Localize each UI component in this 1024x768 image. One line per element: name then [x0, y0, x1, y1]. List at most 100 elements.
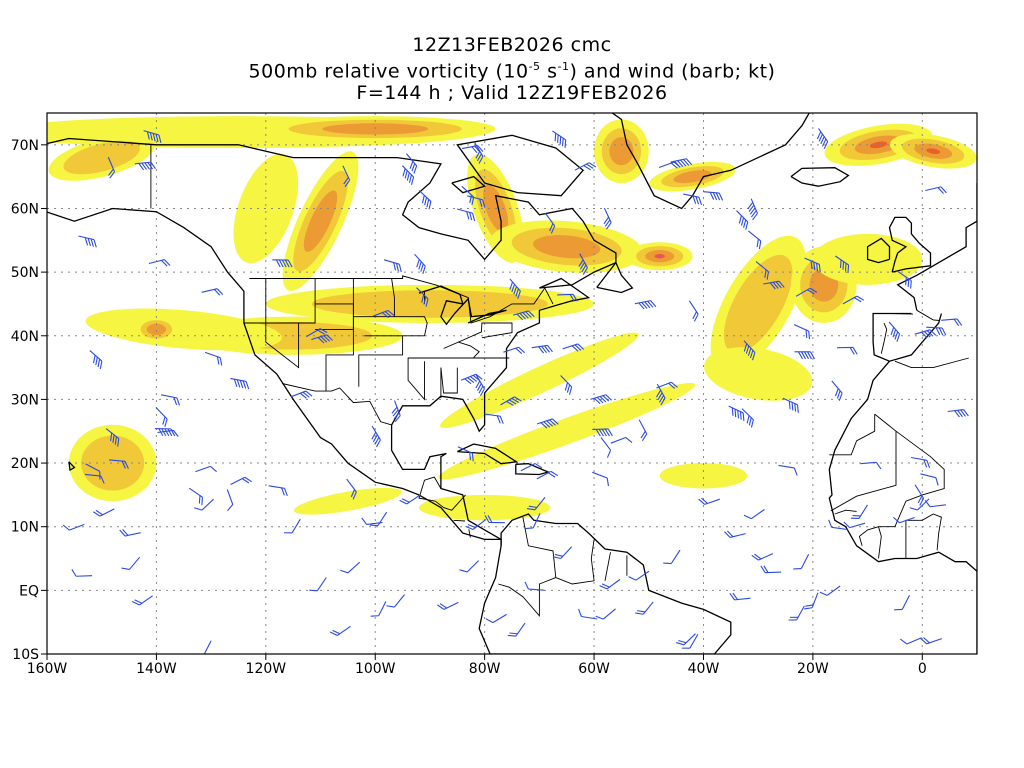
barb-feather — [152, 133, 156, 142]
barb-feather — [935, 477, 939, 486]
barb-feather — [894, 331, 899, 340]
barb-feather — [920, 638, 928, 645]
barb-feather — [323, 335, 331, 342]
barb-feather — [299, 392, 307, 399]
barb-feather — [196, 652, 204, 659]
barb-staff — [831, 526, 848, 531]
barb-feather — [526, 507, 536, 511]
barb-feather — [302, 391, 310, 398]
barb-feather — [216, 356, 220, 365]
barb-feather — [758, 240, 762, 250]
barb-feather — [465, 525, 474, 530]
political-border — [880, 322, 888, 354]
barb-feather — [731, 407, 734, 416]
barb-feather — [910, 280, 912, 289]
barb-feather — [956, 318, 963, 326]
barb-feather — [568, 386, 573, 395]
barb-feather — [201, 497, 204, 506]
political-border — [498, 517, 557, 618]
wind-barb — [525, 513, 541, 530]
barb-feather — [475, 380, 481, 389]
barb-feather — [940, 186, 947, 194]
barb-feather — [283, 532, 293, 534]
barb-feather — [588, 162, 597, 168]
barb-feather — [99, 360, 103, 370]
britain-coast — [888, 216, 932, 273]
barb-feather — [678, 639, 687, 644]
barb-feather — [601, 583, 610, 588]
barb-feather — [734, 409, 737, 418]
barb-feather — [750, 419, 754, 428]
barb-feather — [796, 404, 799, 413]
barb-feather — [467, 524, 476, 529]
barb-feather — [849, 347, 855, 355]
barb-feather — [892, 329, 897, 338]
barb-feather — [387, 310, 395, 316]
vorticity-region — [533, 235, 601, 259]
wind-barb — [544, 212, 556, 234]
barb-feather — [628, 576, 637, 581]
wind-barb — [342, 165, 351, 188]
barb-feather — [760, 565, 766, 573]
barb-feather — [743, 219, 747, 228]
baffin-coast — [456, 134, 585, 197]
barb-feather — [763, 565, 769, 573]
barb-feather — [926, 460, 931, 469]
barb-feather — [574, 344, 582, 351]
barb-feather — [559, 136, 562, 145]
barb-feather — [487, 515, 493, 523]
barb-staff — [347, 561, 361, 574]
barb-feather — [471, 453, 474, 462]
political-border — [418, 476, 442, 502]
barb-feather — [467, 377, 475, 384]
barb-feather — [750, 210, 757, 218]
barb-feather — [756, 238, 759, 248]
wind-barb — [819, 585, 841, 596]
barb-feather — [810, 351, 815, 360]
wind-barb — [531, 344, 553, 354]
barb-feather — [404, 170, 408, 179]
political-border — [394, 316, 428, 337]
political-border — [407, 357, 510, 401]
barb-feather — [569, 294, 575, 302]
barb-feather — [564, 139, 567, 148]
barb-feather — [822, 138, 827, 147]
wind-barb — [688, 300, 699, 322]
barb-feather — [554, 553, 563, 557]
barb-feather — [95, 357, 98, 366]
barb-feather — [344, 179, 351, 188]
wind-barb — [474, 142, 484, 164]
barb-feather — [361, 517, 368, 525]
north-america-coast — [47, 207, 502, 546]
barb-feather — [607, 428, 613, 437]
barb-feather — [724, 531, 731, 538]
barb-feather — [852, 347, 858, 355]
barb-feather — [114, 436, 117, 445]
barb-feather — [729, 593, 736, 601]
wind-barb — [306, 328, 328, 338]
hawaii-coast — [68, 461, 76, 472]
barb-feather — [499, 416, 504, 424]
wind-barb — [834, 255, 850, 274]
barb-feather — [838, 392, 843, 401]
barb-feather — [701, 497, 708, 504]
barb-feather — [681, 647, 690, 649]
wind-barb — [536, 470, 559, 480]
barb-feather — [894, 608, 903, 611]
barb-feather — [747, 202, 754, 210]
barb-feather — [241, 478, 250, 484]
barb-feather — [93, 239, 97, 248]
wind-barb — [346, 478, 357, 500]
wind-barb — [900, 637, 922, 645]
wind-barb — [460, 373, 483, 385]
wind-barb — [743, 509, 765, 520]
wind-barb — [747, 198, 758, 221]
barb-feather — [213, 289, 221, 296]
barb-feather — [670, 381, 678, 388]
barb-feather — [471, 196, 475, 206]
barb-feather — [924, 499, 931, 508]
barb-feather — [647, 300, 654, 308]
barb-feather — [426, 199, 430, 208]
barb-feather — [749, 207, 756, 215]
wind-barb — [914, 329, 937, 339]
